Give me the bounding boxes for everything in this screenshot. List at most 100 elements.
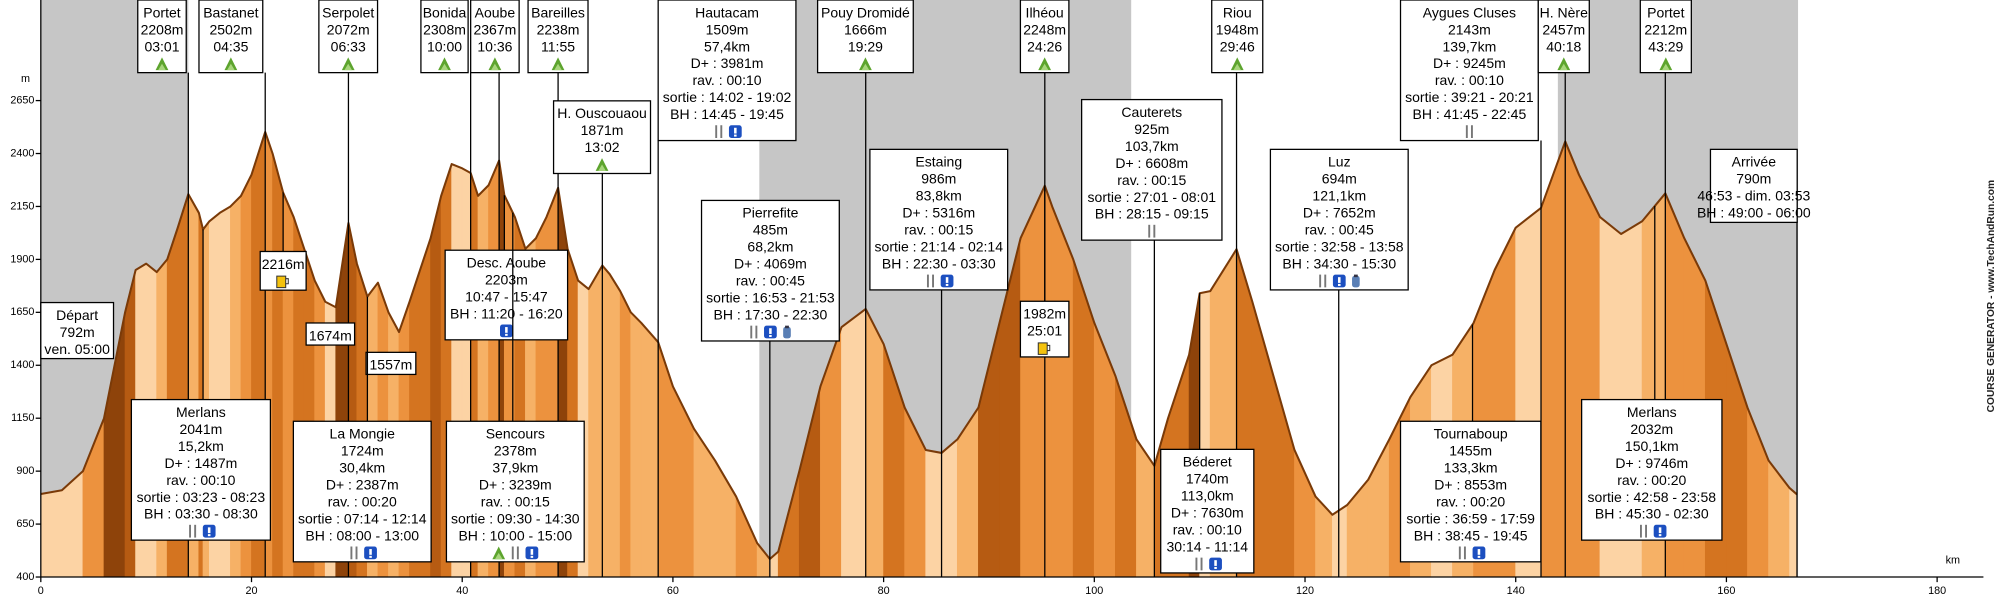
- slope-segment: [865, 308, 885, 578]
- waypoint-text: 133,3km: [1444, 460, 1498, 476]
- waypoint-text: sortie : 32:58 - 13:58: [1275, 239, 1404, 255]
- icon-alert-dot: [1338, 283, 1341, 286]
- waypoint-text: 150,1km: [1625, 438, 1679, 454]
- waypoint-text: D+ : 3981m: [691, 55, 764, 71]
- icon-summit-base: [491, 63, 499, 71]
- y-tick-label: 400: [16, 571, 34, 583]
- waypoint-text: rav. : 00:20: [1617, 472, 1686, 488]
- icon-alert-dot: [207, 534, 211, 537]
- icon-summit-base: [1661, 63, 1670, 71]
- x-tick-label: 160: [1717, 585, 1735, 597]
- icon-summit: [488, 57, 502, 71]
- waypoint-text: 04:35: [213, 38, 248, 54]
- icon-summit: [1659, 57, 1673, 71]
- slope-segment: [272, 153, 284, 578]
- slope-segment: [640, 321, 659, 578]
- icon-bottle-cap: [785, 325, 789, 329]
- waypoint-box: [1709, 148, 1798, 224]
- waypoint-text: 1509m: [706, 21, 749, 37]
- waypoint-text: 40:18: [1546, 38, 1581, 54]
- y-tick-label: 2400: [10, 147, 34, 159]
- waypoint-text: Départ: [56, 307, 98, 323]
- waypoint-text: D+ : 7652m: [1303, 205, 1376, 221]
- waypoint-text: BH : 49:00 - 06:00: [1697, 205, 1811, 221]
- slope-segment: [601, 264, 611, 578]
- icon-summit: [155, 57, 169, 71]
- waypoint-text: 06:33: [331, 38, 366, 54]
- icon-summit-base: [861, 63, 870, 71]
- waypoint-box: [130, 398, 272, 541]
- waypoint-text: 2457m: [1542, 21, 1585, 37]
- waypoint-text: BH : 28:15 - 09:15: [1095, 206, 1209, 222]
- waypoint-text: 19:29: [848, 38, 883, 54]
- waypoint-text: D+ : 4069m: [734, 256, 807, 272]
- icon-alert-bar: [369, 549, 372, 555]
- waypoint-text: 2502m: [209, 21, 252, 37]
- icon-summit-base: [598, 164, 606, 171]
- slope-segment: [1020, 185, 1046, 578]
- y-tick-label: 1150: [11, 412, 34, 424]
- waypoint-text: Cauterets: [1121, 104, 1182, 120]
- waypoint-text: 37,9km: [492, 460, 538, 476]
- waypoint-text: 1666m: [844, 21, 887, 37]
- waypoint-text: 2248m: [1023, 21, 1066, 37]
- waypoint-box: [292, 420, 432, 563]
- waypoint-text: 11:55: [541, 38, 575, 54]
- waypoint-text: D+ : 9746m: [1615, 455, 1688, 471]
- waypoint-text: sortie : 21:14 - 02:14: [875, 239, 1004, 255]
- x-tick-label: 40: [456, 585, 468, 597]
- slope-segment: [430, 195, 442, 578]
- waypoint-text: D+ : 1487m: [164, 455, 237, 471]
- waypoint-text: 113,0km: [1181, 488, 1234, 504]
- icon-alert-dot: [945, 283, 949, 286]
- waypoint-text: BH : 03:30 - 08:30: [144, 506, 258, 522]
- icon-summit-base: [1040, 63, 1049, 71]
- waypoint-text: rav. : 00:20: [328, 493, 397, 509]
- waypoint-text: 2216m: [262, 256, 305, 272]
- icon-alert-bar: [1214, 560, 1217, 566]
- waypoint-box: [1080, 98, 1223, 241]
- waypoint-box: [1160, 448, 1255, 574]
- waypoint-text: 1948m: [1216, 21, 1259, 37]
- icon-mug: [276, 275, 287, 289]
- waypoint-text: Serpolet: [322, 4, 374, 20]
- icon-summit-base: [440, 63, 449, 71]
- slope-segment: [1789, 487, 1798, 578]
- waypoint-text: 694m: [1322, 171, 1357, 187]
- slope-segment: [282, 192, 295, 578]
- waypoint-text: BH : 45:30 - 02:30: [1595, 506, 1709, 522]
- icon-alert-bar: [530, 549, 534, 555]
- waypoints: Portet2208m03:01Bastanet2502m04:35Serpol…: [40, 0, 1811, 578]
- waypoint-box: [40, 301, 115, 360]
- waypoint-text: sortie : 14:02 - 19:02: [663, 89, 792, 105]
- icon-summit-base: [1233, 63, 1242, 71]
- waypoint-text: 1740m: [1186, 471, 1229, 487]
- slope-segment: [1044, 185, 1053, 578]
- waypoint-text: rav. : 00:10: [693, 72, 762, 88]
- profile-line: [40, 130, 1798, 561]
- waypoint-text: 2308m: [423, 21, 466, 37]
- icon-bottle: [1352, 275, 1360, 288]
- icon-summit-base: [158, 63, 166, 71]
- x-axis-label: km: [1946, 554, 1960, 566]
- waypoint: 1557m: [365, 351, 417, 376]
- waypoint-text: 46:53 - dim. 03:53: [1697, 188, 1810, 204]
- x-tick-label: 80: [878, 585, 890, 597]
- slope-segment: [1540, 141, 1566, 578]
- waypoint-text: BH : 22:30 - 03:30: [882, 256, 996, 272]
- waypoint-text: 2041m: [179, 421, 222, 437]
- waypoint-text: BH : 38:45 - 19:45: [1414, 527, 1528, 543]
- waypoint-text: 2238m: [537, 21, 580, 37]
- waypoint-text: BH : 11:20 - 16:20: [450, 305, 563, 321]
- y-tick-label: 2650: [10, 94, 34, 106]
